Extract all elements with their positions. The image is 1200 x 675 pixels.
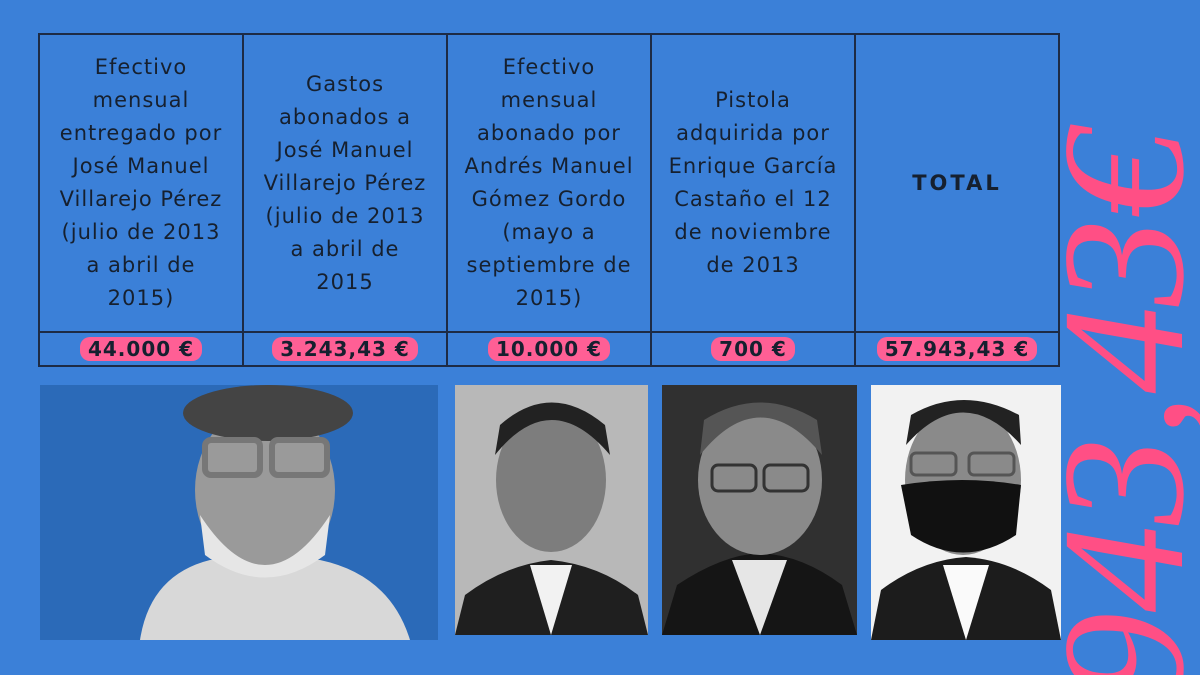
header-cell: TOTAL (854, 33, 1060, 333)
photo (455, 385, 648, 635)
header-cell: Efectivo mensual entregado por José Manu… (38, 33, 244, 333)
value: 44.000 € (79, 337, 203, 361)
header-cell: Gastos abonados a José Manuel Villarejo … (242, 33, 448, 333)
photo (40, 385, 438, 640)
value-cell: 10.000 € (446, 331, 652, 367)
value: 700 € (711, 337, 795, 361)
value-row: 44.000 € 3.243,43 € 10.000 € 700 € 57.94… (38, 331, 1060, 367)
value: 57.943,43 € (876, 337, 1038, 361)
value: 3.243,43 € (272, 337, 418, 361)
photo (662, 385, 857, 635)
header-row: Efectivo mensual entregado por José Manu… (38, 33, 1060, 333)
value-cell: 57.943,43 € (854, 331, 1060, 367)
header-cell: Efectivo mensual abonado por Andrés Manu… (446, 33, 652, 333)
header-cell: Pistola adquirida por Enrique García Cas… (650, 33, 856, 333)
table: Efectivo mensual entregado por José Manu… (38, 33, 1060, 367)
value-cell: 700 € (650, 331, 856, 367)
photo (871, 385, 1061, 640)
value: 10.000 € (487, 337, 611, 361)
value-cell: 44.000 € (38, 331, 244, 367)
value-cell: 3.243,43 € (242, 331, 448, 367)
